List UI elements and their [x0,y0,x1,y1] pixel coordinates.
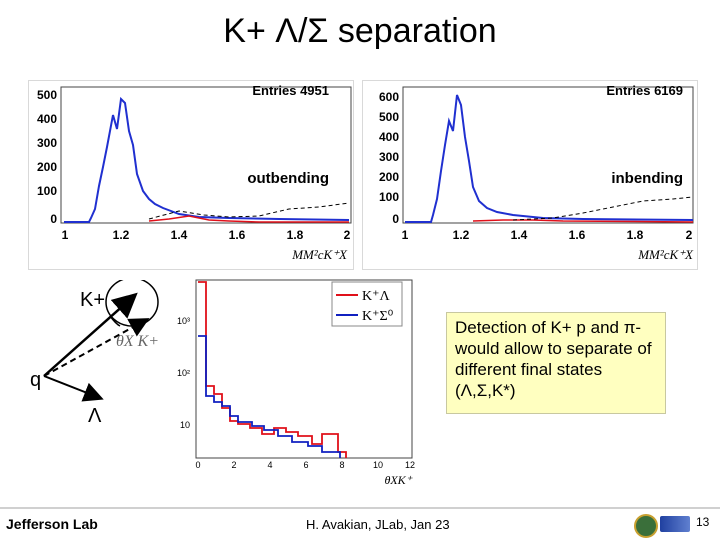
jlab-logo: Jefferson Lab [6,516,98,532]
x-tick: 1.2 [113,228,130,242]
kplus-label: K+ [80,289,105,311]
entries-label: Entries 6169 [606,83,683,98]
x-tick: 8 [339,460,344,470]
x-tick: 1 [402,228,409,242]
y-tick: 500 [37,88,57,102]
y-tick: 500 [379,110,399,124]
y-tick: 10³ [177,316,190,326]
y-tick: 100 [379,190,399,204]
histogram-outbending-plot: Entries 4951 outbending 500 400 300 200 … [37,83,352,262]
x-tick: 0 [195,460,200,470]
histogram-inbending: Entries 6169 inbending 600 500 400 300 2… [362,80,698,270]
region-label: outbending [247,170,329,187]
y-tick: 200 [37,160,57,174]
entries-label: Entries 4951 [252,83,329,98]
angle-arc [109,315,121,327]
x-tick: 1 [62,228,69,242]
kinematics-diagram: K+ q Λ θX K+ [30,280,159,427]
y-tick: 300 [37,136,57,150]
theta-label: θX K+ [116,333,159,350]
jsa-logo-icon [660,516,690,532]
angle-circle [105,280,159,327]
y-tick: 100 [37,184,57,198]
x-tick: 12 [405,460,415,470]
legend-label-ksigma: K⁺Σ⁰ [362,309,394,324]
x-tick: 1.8 [287,228,304,242]
note-textbox: Detection of K+ p and π- would allow to … [446,312,666,414]
y-tick: 10² [177,368,190,378]
y-tick: 300 [379,150,399,164]
region-label: inbending [611,170,683,187]
x-axis-label: MM²cK⁺X [637,247,694,262]
x-tick: 1.2 [453,228,470,242]
x-tick: 2 [686,228,693,242]
series-line-klambda [198,281,347,458]
footer-divider [0,507,720,509]
x-tick: 1.4 [511,228,528,242]
legend-label-klambda: K⁺Λ [362,289,391,304]
footer-author: H. Avakian, JLab, Jan 23 [306,517,450,532]
angle-chart-plot: 10³ 10² 10 0 2 4 6 8 10 12 θXK⁺ K⁺Λ K⁺Σ⁰ [177,279,415,487]
y-tick: 0 [392,212,399,226]
x-tick: 10 [373,460,383,470]
kplus-arrow [43,292,138,377]
page-title: K+ Λ/Σ separation [223,12,497,50]
x-tick: 2 [231,460,236,470]
x-tick: 1.6 [569,228,586,242]
y-tick: 200 [379,170,399,184]
y-tick: 400 [379,130,399,144]
x-axis-label: MM²cK⁺X [291,247,348,262]
y-tick: 400 [37,112,57,126]
x-tick: 1.4 [171,228,188,242]
x-tick: 4 [267,460,272,470]
page-number: 13 [696,515,710,529]
y-tick: 0 [50,212,57,226]
x-tick: 2 [344,228,351,242]
angle-chart: 10³ 10² 10 0 2 4 6 8 10 12 θXK⁺ K⁺Λ K⁺Σ⁰ [172,276,422,490]
x-tick: 1.6 [229,228,246,242]
q-label: q [30,369,41,391]
series-line-ksigma [198,335,341,458]
y-tick: 10 [180,420,190,430]
doe-seal-icon [634,514,658,538]
lambda-arrow [43,375,104,402]
x-axis-label: θXK⁺ [384,473,413,487]
x-tick: 1.8 [627,228,644,242]
histogram-inbending-plot: Entries 6169 inbending 600 500 400 300 2… [379,83,694,262]
y-tick: 600 [379,90,399,104]
x-tick: 6 [303,460,308,470]
lambda-label: Λ [88,405,102,427]
histogram-outbending: Entries 4951 outbending 500 400 300 200 … [28,80,354,270]
